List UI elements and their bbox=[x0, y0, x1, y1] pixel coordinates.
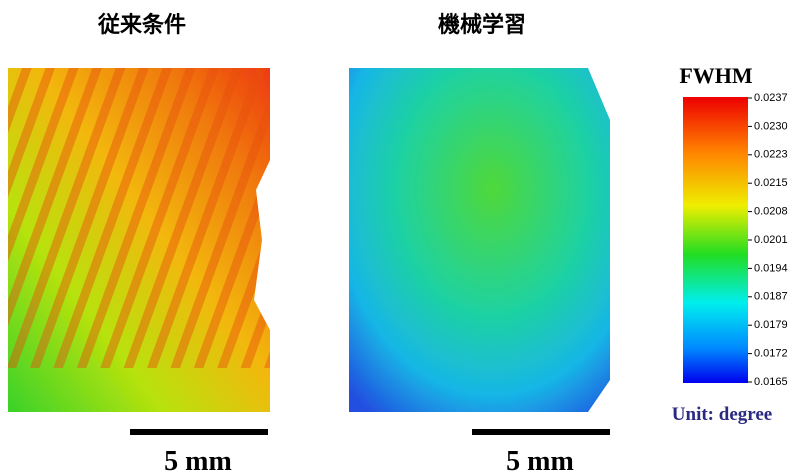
tick-label: 0.0187 bbox=[754, 291, 788, 303]
tick-label: 0.0201 bbox=[754, 234, 788, 246]
scale-label: 5 mm bbox=[506, 446, 574, 473]
tick-label: 0.0179 bbox=[754, 319, 788, 331]
figure: 従来条件 機械学習 5 mm 5 mm FWHM 0.02370.02300.0… bbox=[0, 0, 811, 473]
tick-label: 0.0194 bbox=[754, 262, 788, 274]
tick-label: 0.0215 bbox=[754, 177, 788, 189]
tick-label: 0.0172 bbox=[754, 348, 788, 360]
colorbar-ticks: 0.0237 0.0230 0.0223 0.0215 0.0208 0.0201 0.01… bbox=[748, 92, 788, 388]
unit-label: Unit: degree bbox=[672, 404, 772, 425]
scale-label: 5 mm bbox=[164, 446, 232, 473]
tick-label: 0.0165 bbox=[754, 376, 788, 388]
colorbar-title: FWHM bbox=[679, 63, 753, 88]
colorbar bbox=[683, 97, 748, 383]
tick-label: 0.0237 bbox=[754, 92, 788, 104]
tick-label: 0.0223 bbox=[754, 149, 788, 161]
tick-label: 0.0208 bbox=[754, 206, 788, 218]
heatmap-left bbox=[8, 68, 270, 412]
tick-label: 0.0230 bbox=[754, 120, 788, 132]
panel-title: 従来条件 bbox=[97, 12, 186, 38]
panel-title: 機械学習 bbox=[438, 12, 526, 38]
heatmap-right bbox=[349, 68, 610, 412]
